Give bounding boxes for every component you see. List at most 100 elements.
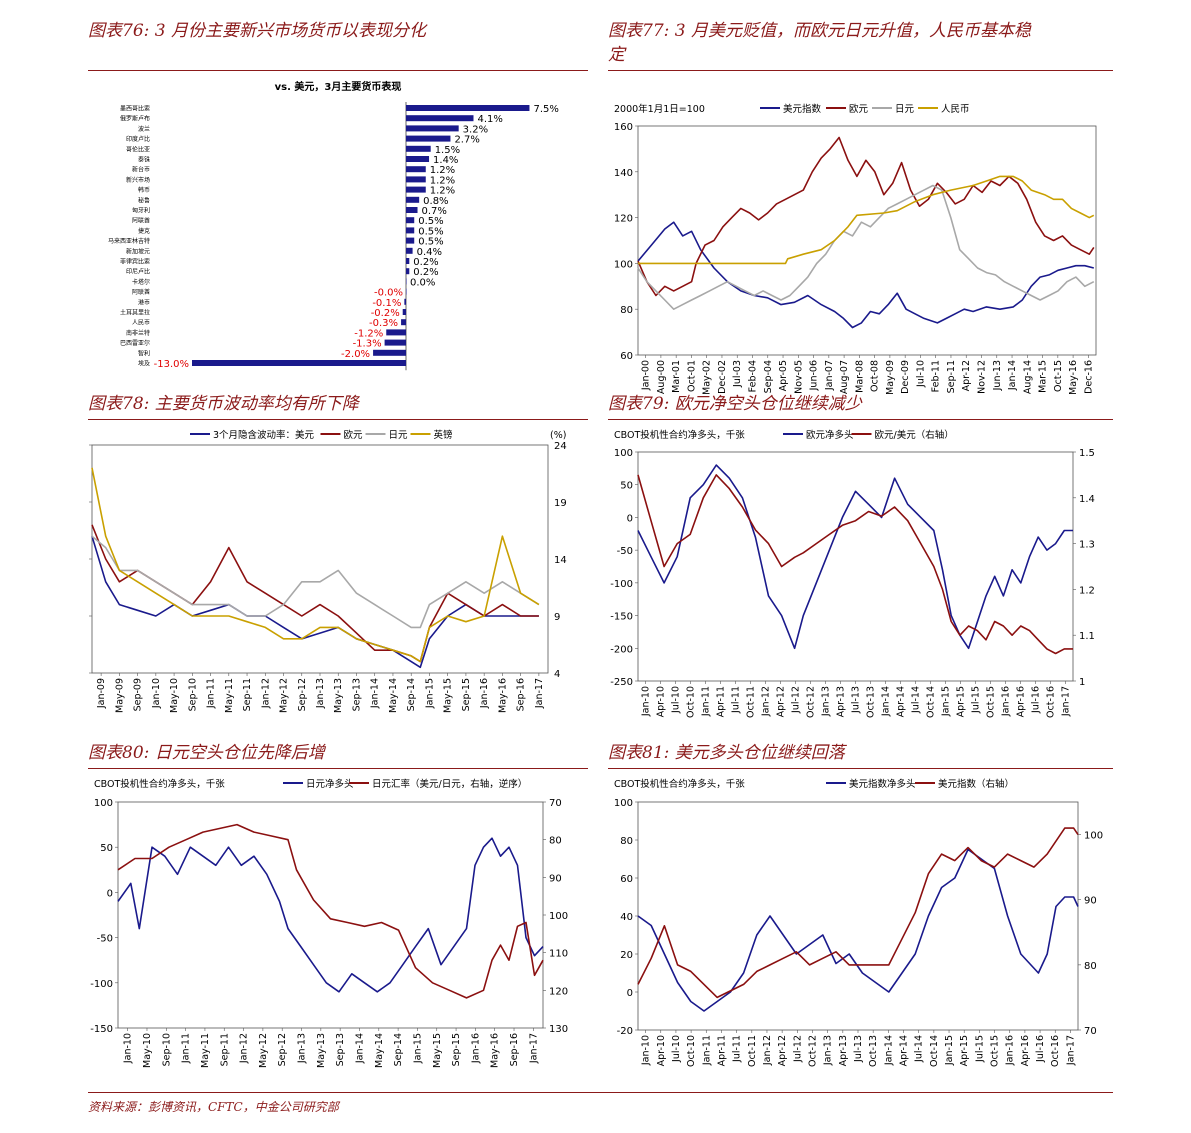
x-tick-label: Sep-09 xyxy=(133,678,144,711)
plot-frame xyxy=(117,801,544,1029)
category-label: 新台币 xyxy=(132,166,150,174)
x-tick-label: Oct-13 xyxy=(868,1035,879,1067)
x-tick-label: Jul-15 xyxy=(974,1035,985,1063)
x-tick-label: Apr-13 xyxy=(836,686,847,717)
legend-label: 英镑 xyxy=(434,429,453,441)
x-tick-label: Jan-09 xyxy=(96,678,107,709)
category-label: 匈牙利 xyxy=(132,207,150,215)
y-tick-label: 100 xyxy=(614,259,633,270)
y-tick-label: 9 xyxy=(554,612,560,623)
axis-unit: (%) xyxy=(550,430,566,441)
data-label: 0.2% xyxy=(413,267,438,278)
x-tick-label: May-12 xyxy=(279,678,290,713)
x-tick-label: May-16 xyxy=(1068,360,1079,394)
x-tick-label: Sep-13 xyxy=(351,678,362,711)
category-label: 印尼卢比 xyxy=(126,268,150,276)
x-tick-label: Apr-11 xyxy=(716,686,727,717)
x-tick-label: May-16 xyxy=(490,1033,501,1068)
chart-79: -250 -200 -150 -100 -50 0 50 100 1 1.1 1.2 1.3 1.4 1.… xyxy=(610,429,1095,718)
y-tick-label: -50 xyxy=(617,546,633,557)
data-label: 0.7% xyxy=(422,206,447,217)
data-label: 1.2% xyxy=(430,175,455,186)
x-tick-label: Sep-15 xyxy=(451,1033,462,1066)
axis-note: 2000年1月1日=100 xyxy=(614,103,705,115)
data-label: 1.5% xyxy=(435,145,460,156)
y2-tick-label: 100 xyxy=(1084,831,1103,842)
category-label: 南非兰特 xyxy=(126,329,150,337)
bar xyxy=(406,288,407,295)
x-tick-label: Jan-16 xyxy=(1005,1035,1016,1066)
x-tick-label: Oct-01 xyxy=(686,360,697,392)
x-tick-label: Jan-11 xyxy=(701,1035,712,1066)
bar xyxy=(406,268,410,275)
x-tick-label: May-14 xyxy=(388,678,399,713)
x-tick-label: Oct-11 xyxy=(747,1035,758,1067)
chart-78: 4 9 14 19 24 Jan-09 May-09 Sep-09 Jan-10 May-10 Se… xyxy=(89,429,567,713)
x-tick-label: Jan-15 xyxy=(944,1035,955,1066)
plot-frame xyxy=(637,801,1079,1031)
category-label: 阿联酋 xyxy=(132,217,150,225)
x-tick-label: Sep-12 xyxy=(277,1033,288,1066)
category-label: 卡塔尔 xyxy=(132,278,150,286)
bar xyxy=(406,278,407,285)
x-tick-label: Jan-17 xyxy=(1065,1035,1076,1066)
series-line xyxy=(117,837,544,993)
y-tick-label: -100 xyxy=(610,579,633,590)
x-tick-label: Jan-10 xyxy=(641,1035,652,1066)
legend-label: 美元指数（右轴） xyxy=(938,778,1014,790)
category-label: 泰铢 xyxy=(138,156,150,164)
data-label: 0.8% xyxy=(423,196,448,207)
y2-tick-label: 110 xyxy=(549,949,568,960)
bar xyxy=(406,237,415,244)
x-tick-label: Jul-13 xyxy=(851,686,862,714)
x-tick-label: May-15 xyxy=(443,678,454,713)
x-tick-label: Jan-13 xyxy=(821,686,832,717)
category-label: 马来西亚林吉特 xyxy=(108,237,150,245)
data-label: -0.2% xyxy=(371,308,400,319)
x-tick-label: Jul-11 xyxy=(732,1035,743,1063)
y-tick-label: -200 xyxy=(610,644,633,655)
x-tick-label: Oct-15 xyxy=(990,1035,1001,1067)
y-tick-label: 100 xyxy=(614,448,633,459)
x-tick-label: Nov-05 xyxy=(793,360,804,394)
bar xyxy=(406,176,426,183)
y-tick-label: 80 xyxy=(620,836,633,847)
y-tick-label: 0 xyxy=(627,988,633,999)
y2-tick-label: 1 xyxy=(1079,677,1085,688)
title-rule xyxy=(608,768,1113,769)
x-tick-label: Jan-10 xyxy=(641,686,652,717)
y2-tick-label: 80 xyxy=(549,836,562,847)
x-tick-label: May-14 xyxy=(374,1033,385,1068)
bar xyxy=(406,105,530,111)
x-tick-label: Jan-13 xyxy=(823,1035,834,1066)
x-tick-label: May-12 xyxy=(258,1033,269,1068)
x-tick-label: Jan-17 xyxy=(1061,686,1072,717)
y-tick-label: 60 xyxy=(620,874,633,885)
y-tick-label: 120 xyxy=(614,214,633,225)
x-tick-label: Apr-12 xyxy=(776,686,787,717)
x-tick-label: Aug-14 xyxy=(1022,360,1033,394)
data-label: 0.5% xyxy=(418,216,443,227)
data-label: -1.2% xyxy=(354,328,383,339)
title-rule xyxy=(88,768,588,769)
legend-label: 欧元 xyxy=(849,103,869,115)
data-label: 0.4% xyxy=(417,247,442,258)
category-label: 菲律宾比索 xyxy=(120,258,150,266)
x-tick-label: Oct-15 xyxy=(986,686,997,718)
x-tick-label: Jul-10 xyxy=(915,360,926,388)
x-tick-label: Sep-16 xyxy=(509,1033,520,1066)
x-tick-label: Dec-09 xyxy=(900,360,911,394)
legend-label: 日元 xyxy=(389,430,409,441)
x-tick-label: Apr-10 xyxy=(656,686,667,717)
data-label: 1.2% xyxy=(430,165,455,176)
x-tick-label: Oct-16 xyxy=(1046,686,1057,718)
category-label: 土耳其里拉 xyxy=(120,309,150,317)
series-line xyxy=(91,467,540,663)
x-tick-label: Oct-10 xyxy=(686,686,697,718)
category-label: 哥伦比亚 xyxy=(126,145,150,153)
data-label: -2.0% xyxy=(341,349,370,360)
y-tick-label: 100 xyxy=(614,798,633,809)
footer-rule xyxy=(88,1092,1113,1093)
legend-label: 欧元净多头 xyxy=(806,429,854,441)
series-line xyxy=(91,535,540,629)
